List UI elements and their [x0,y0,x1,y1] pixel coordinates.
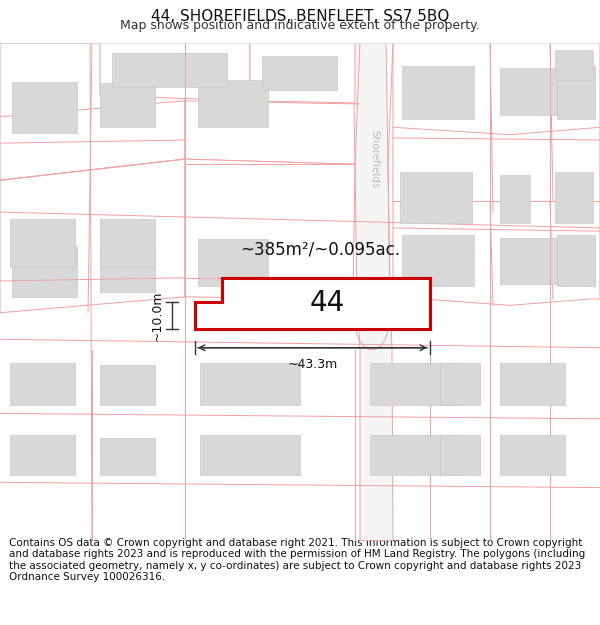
Polygon shape [393,201,600,306]
Bar [12,246,77,297]
Text: ~43.3m: ~43.3m [287,358,338,371]
Text: Map shows position and indicative extent of the property.: Map shows position and indicative extent… [120,19,480,32]
Polygon shape [100,42,250,101]
Polygon shape [393,42,600,212]
Bar [100,438,155,475]
Bar [100,82,155,127]
Bar [100,247,155,291]
Text: ~385m²/~0.095ac.: ~385m²/~0.095ac. [240,240,400,258]
Bar [555,172,593,222]
Bar [402,236,474,286]
Bar [500,68,565,114]
Bar [402,66,474,119]
Text: 44: 44 [310,289,345,318]
Bar [200,434,300,475]
Text: ~10.0m: ~10.0m [151,290,164,341]
Bar [10,219,75,267]
Polygon shape [353,42,393,541]
Bar [100,365,155,405]
Polygon shape [0,159,185,312]
Bar [440,362,480,405]
Bar [500,238,565,284]
Polygon shape [185,159,360,299]
Bar [555,50,593,79]
Bar [557,236,595,286]
Bar [400,172,472,222]
Bar [440,434,480,475]
Bar [557,66,595,119]
Text: Contains OS data © Crown copyright and database right 2021. This information is : Contains OS data © Crown copyright and d… [9,538,585,582]
Bar [198,239,268,286]
Polygon shape [0,0,185,42]
Polygon shape [250,42,355,103]
Bar [10,434,75,475]
Text: 44, SHOREFIELDS, BENFLEET, SS7 5BQ: 44, SHOREFIELDS, BENFLEET, SS7 5BQ [151,9,449,24]
Bar [370,362,460,405]
Bar [370,434,460,475]
Bar [10,362,75,405]
Bar [100,219,155,267]
Bar [112,53,227,87]
Bar [200,362,300,405]
Bar [500,362,565,405]
Bar [198,79,268,128]
Bar [12,82,77,132]
Bar [262,56,337,90]
Polygon shape [195,278,430,329]
Bar [500,434,565,475]
Text: Shorefields: Shorefields [369,130,379,188]
Polygon shape [0,42,185,180]
Bar [500,175,530,222]
Polygon shape [185,42,360,164]
